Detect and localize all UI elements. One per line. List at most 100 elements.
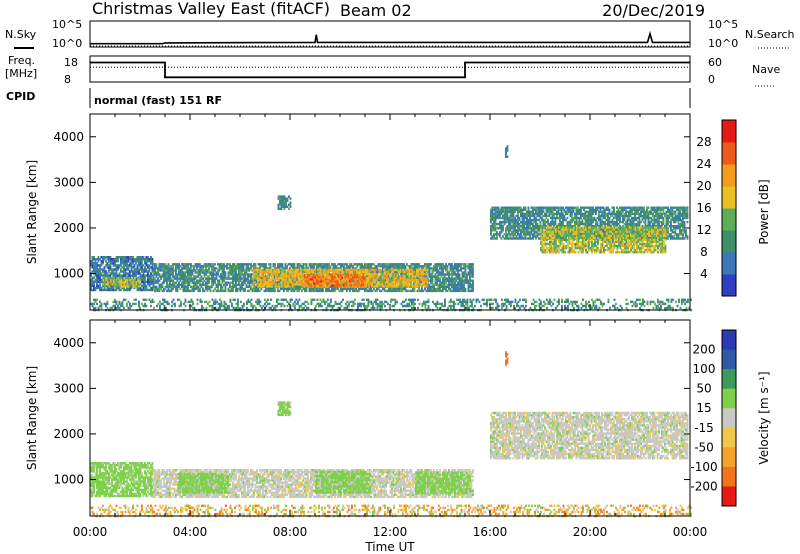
data-cell <box>367 267 369 270</box>
data-cell <box>232 281 234 284</box>
data-cell <box>184 281 186 284</box>
data-cell <box>166 269 168 272</box>
data-cell <box>139 276 142 279</box>
data-cell <box>123 285 126 288</box>
data-cell <box>126 258 128 261</box>
data-cell <box>193 269 195 272</box>
data-cell <box>148 270 151 273</box>
data-cell <box>136 264 139 267</box>
data-cell <box>147 264 149 267</box>
data-cell <box>155 273 158 276</box>
data-cell <box>129 283 132 286</box>
data-cell <box>111 268 113 271</box>
data-cell <box>110 281 112 284</box>
data-cell <box>160 269 162 272</box>
data-cell <box>121 286 124 290</box>
data-cell <box>301 267 303 270</box>
data-cell <box>163 263 165 266</box>
data-cell <box>147 274 149 277</box>
data-cell <box>187 289 189 293</box>
data-cell <box>147 280 149 283</box>
data-cell <box>241 277 243 280</box>
data-cell <box>311 273 314 276</box>
data-cell <box>250 265 252 268</box>
data-cell <box>155 271 158 274</box>
data-cell <box>99 282 101 286</box>
data-cell <box>290 289 293 293</box>
data-cell <box>242 279 245 282</box>
data-cell <box>308 263 311 266</box>
data-cell <box>199 289 201 293</box>
data-cell <box>197 279 200 282</box>
data-cell <box>167 285 170 288</box>
data-cell <box>236 265 239 268</box>
data-cell <box>181 271 183 274</box>
data-cell <box>132 266 134 269</box>
data-cell <box>335 273 338 276</box>
data-cell <box>325 265 327 268</box>
data-cell <box>236 267 239 270</box>
data-cell <box>104 279 106 282</box>
data-cell <box>265 275 267 278</box>
data-cell <box>272 263 275 266</box>
data-cell <box>305 289 308 293</box>
data-cell <box>280 287 282 291</box>
data-cell <box>413 270 415 274</box>
data-cell <box>221 263 224 266</box>
data-cell <box>202 269 204 272</box>
data-cell <box>343 265 345 268</box>
data-cell <box>102 284 104 288</box>
data-cell <box>229 277 231 280</box>
plot-title: Christmas Valley East (fitACF) <box>92 0 330 18</box>
data-cell <box>256 281 258 284</box>
data-cell <box>123 264 125 267</box>
data-cell <box>93 256 95 259</box>
data-cell <box>299 287 302 291</box>
data-cell <box>208 279 210 282</box>
data-cell <box>190 277 192 280</box>
data-cell <box>136 258 139 261</box>
data-cell <box>242 287 245 291</box>
data-cell <box>123 281 126 284</box>
data-cell <box>166 275 168 278</box>
data-cell <box>144 274 146 277</box>
data-cell <box>170 269 173 272</box>
data-cell <box>205 281 207 284</box>
data-cell <box>271 289 273 293</box>
data-cell <box>172 267 174 270</box>
data-cell <box>135 274 137 277</box>
data-cell <box>241 269 243 272</box>
frequency-panel: Freq. [MHz] 18 8 60 0 Nave <box>5 54 780 87</box>
data-cell <box>248 285 251 288</box>
data-cell <box>127 288 130 292</box>
data-cell <box>242 289 245 293</box>
data-cell <box>124 268 127 271</box>
data-cell <box>124 288 127 292</box>
cpid-text: normal (fast) 151 RF <box>94 94 222 107</box>
data-cell <box>251 281 254 284</box>
data-cell <box>232 273 234 276</box>
data-cell <box>163 277 165 280</box>
data-cell <box>263 275 266 278</box>
data-cell <box>127 280 130 283</box>
data-cell <box>133 266 136 269</box>
data-cell <box>223 277 225 280</box>
data-cell <box>136 260 139 263</box>
data-cell <box>164 279 167 282</box>
data-cell <box>163 275 165 278</box>
data-cell <box>426 270 429 274</box>
data-cell <box>196 263 198 266</box>
data-cell <box>232 285 234 288</box>
data-cell <box>129 272 131 275</box>
data-cell <box>152 271 155 274</box>
data-cell <box>215 289 218 293</box>
data-cell <box>96 282 98 286</box>
data-cell <box>141 256 143 259</box>
data-cell <box>139 286 142 290</box>
data-cell <box>107 277 109 280</box>
data-cell <box>148 268 151 271</box>
data-cell <box>169 281 171 284</box>
data-cell <box>145 284 148 288</box>
data-cell <box>105 284 107 288</box>
data-cell <box>520 206 522 209</box>
